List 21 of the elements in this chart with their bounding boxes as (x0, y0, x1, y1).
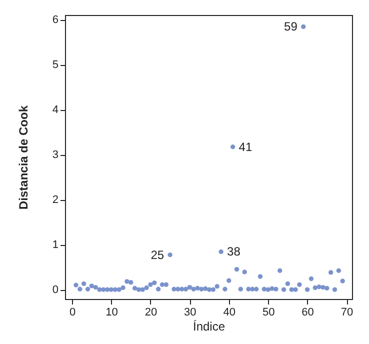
annotation: 38 (227, 244, 241, 259)
x-tick-label: 30 (184, 306, 196, 318)
y-axis-title: Distancia de Cook (16, 105, 30, 210)
annotation: 41 (238, 140, 252, 154)
x-tick-label: 0 (69, 306, 76, 318)
x-axis-title: Índice (192, 320, 226, 334)
x-tick-label: 20 (144, 306, 158, 318)
x-tick-label: 10 (106, 306, 118, 318)
y-tick-label: 5 (52, 59, 58, 72)
x-tick-label: 60 (302, 306, 314, 318)
x-tick-label: 70 (340, 306, 354, 318)
y-tick-label: 1 (52, 239, 58, 252)
y-tick-label: 6 (52, 14, 58, 26)
y-tick-label: 4 (52, 104, 58, 116)
annotation: 25 (150, 248, 164, 262)
x-tick-label: 50 (262, 306, 275, 318)
y-tick-label: 2 (52, 194, 58, 206)
annotation: 59 (284, 20, 298, 34)
y-tick-label: 0 (52, 284, 58, 296)
y-tick-label: 3 (52, 149, 58, 162)
x-tick-label: 40 (223, 306, 236, 318)
